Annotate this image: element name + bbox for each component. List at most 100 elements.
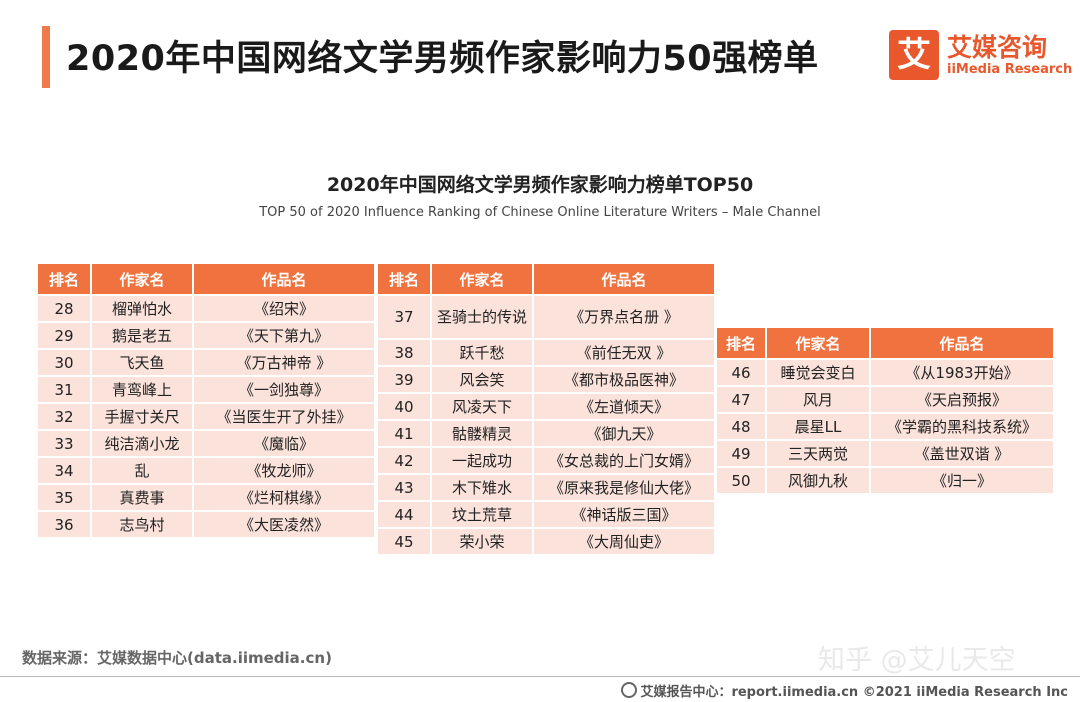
rank-cell: 46: [717, 360, 767, 385]
work-cell: 《魔临》: [194, 431, 374, 456]
author-cell: 风凌天下: [432, 394, 534, 419]
footer-text: 艾媒报告中心：report.iimedia.cn ©2021 iiMedia R…: [640, 685, 1068, 700]
rank-cell: 34: [38, 458, 92, 483]
table-row: 38 跃千愁 《前任无双 》: [378, 340, 714, 365]
table-header-row: 排名 作家名 作品名: [717, 328, 1053, 358]
author-cell: 骷髅精灵: [432, 421, 534, 446]
work-cell: 《前任无双 》: [534, 340, 714, 365]
work-cell: 《归一》: [871, 468, 1053, 493]
rank-cell: 35: [38, 485, 92, 510]
rank-cell: 39: [378, 367, 432, 392]
work-cell: 《左道倾天》: [534, 394, 714, 419]
rank-cell: 44: [378, 502, 432, 527]
table-row: 31 青鸾峰上 《一剑独尊》: [38, 377, 374, 402]
table-header-row: 排名 作家名 作品名: [378, 264, 714, 294]
ranking-subtitle: TOP 50 of 2020 Influence Ranking of Chin…: [259, 205, 821, 220]
work-cell: 《女总裁的上门女婿》: [534, 448, 714, 473]
table-row: 32 手握寸关尺 《当医生开了外挂》: [38, 404, 374, 429]
rank-cell: 31: [38, 377, 92, 402]
table-row: 42 一起成功 《女总裁的上门女婿》: [378, 448, 714, 473]
table-row: 28 榴弹怕水 《绍宋》: [38, 296, 374, 321]
table-row: 41 骷髅精灵 《御九天》: [378, 421, 714, 446]
work-cell: 《御九天》: [534, 421, 714, 446]
author-cell: 晨星LL: [767, 414, 871, 439]
rank-cell: 32: [38, 404, 92, 429]
logo-english-name: iiMedia Research: [947, 62, 1073, 77]
author-cell: 风月: [767, 387, 871, 412]
rank-cell: 33: [38, 431, 92, 456]
table-row: 40 风凌天下 《左道倾天》: [378, 394, 714, 419]
author-cell: 跃千愁: [432, 340, 534, 365]
work-cell: 《盖世双谐 》: [871, 441, 1053, 466]
author-cell: 坟土荒草: [432, 502, 534, 527]
rank-cell: 30: [38, 350, 92, 375]
author-cell: 荣小荣: [432, 529, 534, 554]
table-row: 44 坟土荒草 《神话版三国》: [378, 502, 714, 527]
table-row: 29 鹅是老五 《天下第九》: [38, 323, 374, 348]
globe-icon: [621, 682, 638, 698]
table-row: 49 三天两觉 《盖世双谐 》: [717, 441, 1053, 466]
ranking-table-3: 排名 作家名 作品名 46 睡觉会变白 《从1983开始》 47 风月 《天启预报》 4…: [717, 326, 1053, 495]
rank-cell: 38: [378, 340, 432, 365]
author-cell: 纯洁滴小龙: [92, 431, 194, 456]
rank-cell: 48: [717, 414, 767, 439]
work-cell: 《都市极品医神》: [534, 367, 714, 392]
work-cell: 《原来我是修仙大佬》: [534, 475, 714, 500]
author-cell: 一起成功: [432, 448, 534, 473]
col-author-header: 作家名: [767, 328, 871, 358]
work-cell: 《神话版三国》: [534, 502, 714, 527]
footer-divider: [0, 676, 1080, 677]
author-cell: 睡觉会变白: [767, 360, 871, 385]
work-cell: 《万界点名册 》: [534, 296, 714, 338]
work-cell: 《绍宋》: [194, 296, 374, 321]
rank-cell: 36: [38, 512, 92, 537]
author-cell: 榴弹怕水: [92, 296, 194, 321]
author-cell: 志鸟村: [92, 512, 194, 537]
author-cell: 圣骑士的传说: [432, 296, 534, 338]
rank-cell: 37: [378, 296, 432, 338]
rank-cell: 50: [717, 468, 767, 493]
author-cell: 风御九秋: [767, 468, 871, 493]
col-rank-header: 排名: [717, 328, 767, 358]
ranking-title: 2020年中国网络文学男频作家影响力榜单TOP50: [326, 174, 754, 196]
table-row: 34 乱《牧龙师》: [38, 458, 374, 483]
table-row: 33 纯洁滴小龙 《魔临》: [38, 431, 374, 456]
work-cell: 《当医生开了外挂》: [194, 404, 374, 429]
rank-cell: 49: [717, 441, 767, 466]
title-accent-bar: [42, 26, 50, 88]
work-cell: 《万古神帝 》: [194, 350, 374, 375]
table-row: 37 圣骑士的传说 《万界点名册 》: [378, 296, 714, 338]
table-row: 50 风御九秋 《归一》: [717, 468, 1053, 493]
table-row: 35 真费事 《烂柯棋缘》: [38, 485, 374, 510]
rank-cell: 29: [38, 323, 92, 348]
work-cell: 《烂柯棋缘》: [194, 485, 374, 510]
col-rank-header: 排名: [378, 264, 432, 294]
work-cell: 《从1983开始》: [871, 360, 1053, 385]
rank-cell: 47: [717, 387, 767, 412]
iimedia-logo: 艾 艾媒咨询 iiMedia Research: [889, 28, 1073, 84]
work-cell: 《一剑独尊》: [194, 377, 374, 402]
table-row: 36 志鸟村 《大医凌然》: [38, 512, 374, 537]
col-author-header: 作家名: [432, 264, 534, 294]
author-cell: 风会笑: [432, 367, 534, 392]
logo-chinese-name: 艾媒咨询: [947, 33, 1048, 62]
col-work-header: 作品名: [194, 264, 374, 294]
table-row: 48 晨星LL 《学霸的黑科技系统》: [717, 414, 1053, 439]
author-cell: 三天两觉: [767, 441, 871, 466]
zhihu-watermark: 知乎 @艾儿天空: [818, 645, 1016, 676]
table-row: 46 睡觉会变白 《从1983开始》: [717, 360, 1053, 385]
col-work-header: 作品名: [534, 264, 714, 294]
data-source: 数据来源：艾媒数据中心(data.iimedia.cn): [22, 649, 332, 667]
author-cell: 鹅是老五: [92, 323, 194, 348]
rank-cell: 41: [378, 421, 432, 446]
col-work-header: 作品名: [871, 328, 1053, 358]
work-cell: 《大周仙吏》: [534, 529, 714, 554]
work-cell: 《天下第九》: [194, 323, 374, 348]
table-row: 39 风会笑 《都市极品医神》: [378, 367, 714, 392]
author-cell: 飞天鱼: [92, 350, 194, 375]
rank-cell: 40: [378, 394, 432, 419]
rank-cell: 42: [378, 448, 432, 473]
col-rank-header: 排名: [38, 264, 92, 294]
work-cell: 《牧龙师》: [194, 458, 374, 483]
page-title: 2020年中国网络文学男频作家影响力50强榜单: [66, 39, 819, 79]
